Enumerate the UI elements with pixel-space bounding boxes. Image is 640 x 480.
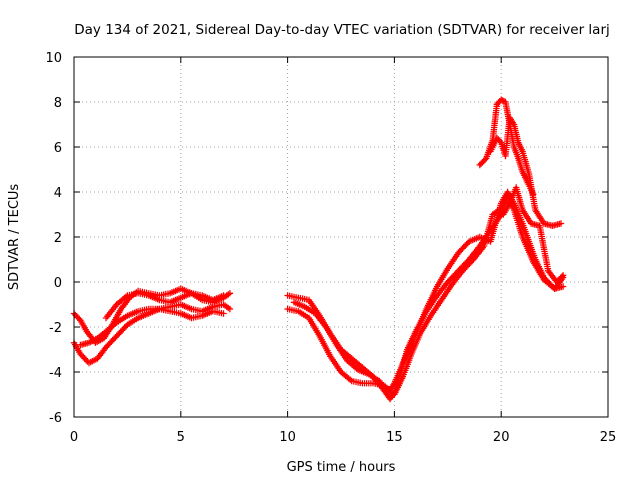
data-point-marker [557,220,565,227]
y-tick-label: -2 [49,321,62,336]
y-tick-label: 2 [54,231,62,246]
series-track-f [284,188,567,394]
x-tick-label: 0 [70,430,78,445]
x-tick-label: 20 [493,430,510,445]
series-track-d [102,290,227,322]
data-point-marker [559,283,567,290]
axis-ticks: 0 5 10 15 20 25 -6 -4 -2 0 2 4 6 8 10 [45,51,616,445]
data-point-marker [226,290,234,297]
data-point-marker [220,310,227,317]
y-tick-label: 8 [54,96,62,111]
series-track-i [487,114,565,229]
data-point-marker [481,156,489,163]
chart-title: Day 134 of 2021, Sidereal Day-to-day VTE… [74,22,610,38]
x-tick-label: 10 [279,430,296,445]
series-track-g [290,184,567,398]
data-point-marker [558,273,566,280]
y-axis-label: SDTVAR / TECUs [7,184,22,291]
x-tick-label: 15 [386,430,403,445]
grid [74,57,608,417]
data-point-marker [559,272,567,279]
x-tick-label: 25 [600,430,617,445]
x-axis-label: GPS time / hours [287,460,396,475]
data-point-marker [495,99,502,106]
x-tick-label: 5 [177,430,185,445]
y-tick-label: -6 [49,411,62,426]
data-points [70,96,567,403]
data-point-marker [226,305,234,313]
y-tick-label: -4 [49,366,62,381]
y-tick-label: 10 [45,51,62,66]
y-tick-label: 0 [54,276,62,291]
y-tick-label: 6 [54,141,62,156]
series-track-b [70,301,234,367]
series-track-c [77,305,227,349]
y-tick-label: 4 [54,186,62,201]
data-point-marker [220,292,227,299]
